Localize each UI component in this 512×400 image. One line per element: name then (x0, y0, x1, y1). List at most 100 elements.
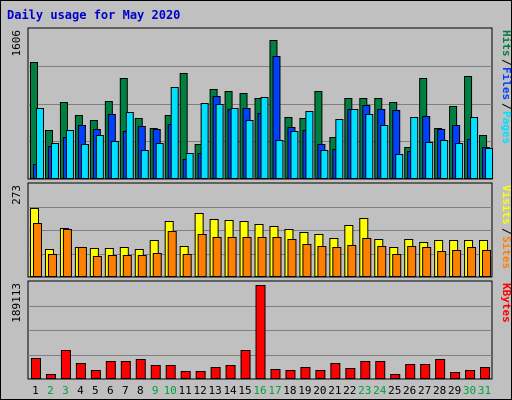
pages-bar (230, 108, 239, 179)
pages-bar (245, 120, 254, 179)
day-label: 27 (418, 384, 431, 397)
sites-bar (272, 237, 282, 277)
day-label: 4 (77, 384, 84, 397)
kbytes-bar (465, 370, 476, 379)
kbytes-bar (450, 372, 461, 379)
kbytes-bar (255, 285, 266, 379)
sites-bar (47, 254, 57, 277)
pages-bar (80, 144, 89, 179)
pages-bar (95, 135, 104, 179)
legend-pages: Pages (500, 111, 511, 144)
sites-bar (182, 254, 192, 277)
chart-title: Daily usage for May 2020 (7, 8, 181, 22)
pages-bar (470, 117, 479, 179)
kbytes-bar (345, 368, 356, 379)
sites-bar (33, 223, 42, 277)
pages-bar (455, 143, 464, 179)
kbytes-bar (75, 363, 86, 379)
kbytes-bar (225, 365, 236, 379)
kbytes-bar (270, 369, 281, 379)
legend-kbytes: KBytes (500, 283, 511, 323)
sites-bar (152, 253, 162, 277)
day-label: 21 (328, 384, 341, 397)
pages-bar (140, 150, 149, 179)
sites-bar (257, 237, 267, 277)
pages-bar (215, 104, 224, 179)
panel-1-ymax-label: 1606 (10, 30, 23, 57)
day-label: 11 (179, 384, 192, 397)
legend-separator: / (500, 228, 511, 235)
legend-files: Files (500, 67, 511, 100)
sites-bar (122, 255, 132, 277)
legend-separator: / (500, 103, 511, 110)
pages-bar (36, 108, 44, 179)
pages-bar (290, 131, 299, 179)
sites-bar (137, 255, 147, 277)
kbytes-bar (315, 370, 326, 379)
day-label: 8 (137, 384, 144, 397)
legend-hits: Hits (500, 30, 511, 57)
sites-bar (347, 245, 357, 277)
kbytes-bar (120, 361, 131, 379)
day-label: 26 (403, 384, 416, 397)
kbytes-bar (150, 365, 161, 379)
pages-bar (185, 153, 194, 179)
pages-bar (275, 140, 284, 179)
legend-visits: Visits (500, 185, 511, 225)
day-label: 7 (122, 384, 129, 397)
legend-sites: Sites (500, 236, 511, 269)
pages-bar (155, 143, 164, 179)
pages-bar (485, 148, 494, 179)
day-label: 23 (358, 384, 371, 397)
sites-bar (287, 239, 297, 277)
kbytes-bar (405, 364, 416, 379)
sites-bar (482, 250, 492, 277)
pages-bar (410, 117, 419, 179)
day-label: 6 (107, 384, 114, 397)
day-label: 3 (62, 384, 69, 397)
day-label: 13 (208, 384, 221, 397)
day-label: 22 (343, 384, 356, 397)
panel-2-ymax-label: 273 (10, 185, 23, 205)
pages-bar (320, 150, 329, 179)
kbytes-bar (375, 361, 386, 379)
day-label: 31 (478, 384, 491, 397)
day-label: 12 (194, 384, 207, 397)
pages-bar (425, 142, 434, 179)
pages-bar (125, 112, 134, 179)
kbytes-bar (180, 371, 191, 379)
sites-bar (437, 251, 447, 277)
pages-bar (365, 114, 374, 179)
sites-bar (302, 244, 312, 277)
legend-separator: / (500, 59, 511, 66)
kbytes-bar (480, 367, 491, 379)
day-label: 9 (152, 384, 159, 397)
kbytes-bar (300, 367, 311, 379)
pages-bar (335, 119, 344, 179)
kbytes-bar (210, 367, 221, 379)
sites-bar (92, 256, 102, 277)
sites-bar (212, 237, 222, 277)
pages-bar (65, 130, 74, 179)
day-label: 24 (373, 384, 387, 397)
day-label: 18 (283, 384, 296, 397)
day-label: 19 (298, 384, 311, 397)
sites-bar (467, 247, 477, 277)
kbytes-bar (135, 359, 146, 379)
day-label: 1 (32, 384, 39, 397)
pages-bar (110, 141, 119, 179)
day-label: 10 (164, 384, 177, 397)
sites-bar (197, 234, 207, 277)
kbytes-bar (420, 364, 431, 379)
day-label: 25 (388, 384, 401, 397)
panel-3-ymax-label: 189113 (10, 283, 23, 323)
pages-bar (380, 125, 389, 179)
sites-bar (317, 246, 327, 277)
pages-bar (305, 111, 314, 179)
kbytes-bar (105, 361, 116, 379)
sites-bar (242, 237, 252, 277)
sites-bar (452, 250, 462, 277)
day-label: 2 (47, 384, 54, 397)
pages-bar (260, 97, 269, 179)
